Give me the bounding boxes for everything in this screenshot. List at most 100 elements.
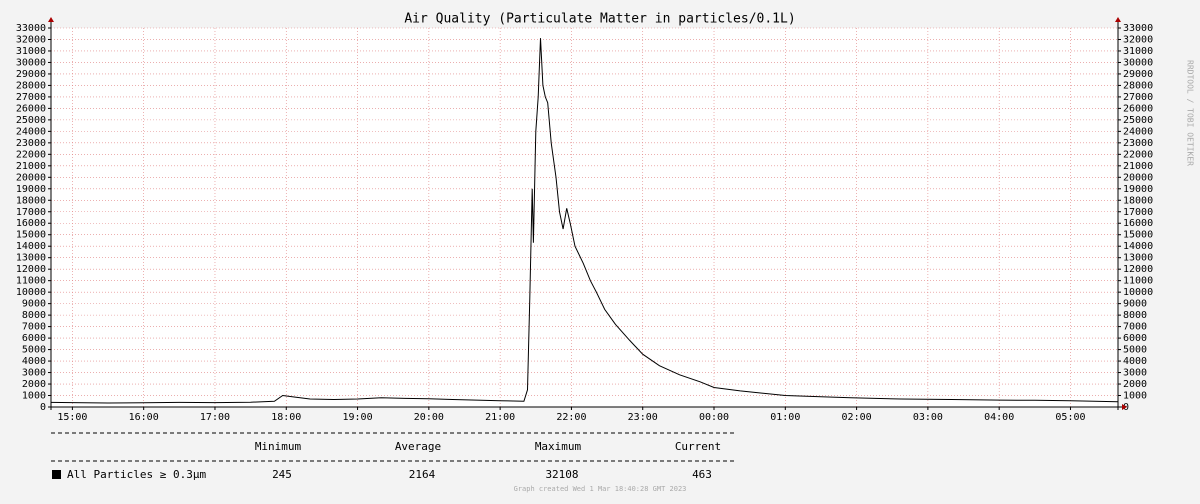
x-tick-label: 22:00 [556, 412, 586, 423]
stats-header: Minimum [255, 440, 302, 453]
y-tick-label: 25000 [16, 115, 46, 126]
x-tick-label: 02:00 [842, 412, 872, 423]
y-tick-label: 3000 [22, 368, 46, 379]
y-tick-label: 11000 [16, 276, 46, 287]
stats-value: 245 [272, 468, 292, 481]
y2-tick-label: 14000 [1123, 241, 1153, 252]
y2-tick-label: 32000 [1123, 34, 1153, 45]
y-tick-label: 26000 [16, 103, 46, 114]
axis-arrow [1115, 17, 1121, 22]
y-tick-label: 12000 [16, 264, 46, 275]
y-tick-label: 6000 [22, 333, 46, 344]
legend-swatch [52, 470, 61, 479]
y2-tick-label: 23000 [1123, 138, 1153, 149]
y2-tick-label: 15000 [1123, 230, 1153, 241]
y-tick-label: 16000 [16, 218, 46, 229]
y-tick-label: 0 [40, 402, 46, 413]
x-tick-label: 00:00 [699, 412, 729, 423]
y2-tick-label: 29000 [1123, 69, 1153, 80]
y2-tick-label: 26000 [1123, 103, 1153, 114]
y2-tick-label: 8000 [1123, 310, 1147, 321]
data-line [50, 38, 1119, 404]
y-tick-label: 15000 [16, 230, 46, 241]
x-tick-label: 23:00 [628, 412, 658, 423]
y-tick-label: 23000 [16, 138, 46, 149]
y2-tick-label: 1000 [1123, 391, 1147, 402]
y-tick-label: 13000 [16, 253, 46, 264]
y2-tick-label: 16000 [1123, 218, 1153, 229]
y-tick-label: 20000 [16, 172, 46, 183]
x-tick-label: 03:00 [913, 412, 943, 423]
y2-tick-label: 24000 [1123, 126, 1153, 137]
x-tick-label: 04:00 [984, 412, 1014, 423]
y-tick-label: 33000 [16, 23, 46, 34]
y2-tick-label: 13000 [1123, 253, 1153, 264]
y2-tick-label: 6000 [1123, 333, 1147, 344]
stats-header: Current [675, 440, 721, 453]
y-tick-label: 5000 [22, 345, 46, 356]
legend-label: All Particles ≥ 0.3µm [67, 468, 206, 481]
axis-arrow [48, 17, 54, 22]
y-tick-label: 14000 [16, 241, 46, 252]
y-tick-label: 8000 [22, 310, 46, 321]
y-tick-label: 17000 [16, 207, 46, 218]
y2-tick-label: 5000 [1123, 345, 1147, 356]
y2-tick-label: 30000 [1123, 57, 1153, 68]
y2-tick-label: 2000 [1123, 379, 1147, 390]
stats-value: 463 [692, 468, 712, 481]
side-label: RRDTOOL / TOBI OETIKER [1186, 60, 1195, 166]
y-tick-label: 28000 [16, 80, 46, 91]
y-tick-label: 31000 [16, 46, 46, 57]
x-tick-label: 20:00 [414, 412, 444, 423]
chart-title: Air Quality (Particulate Matter in parti… [404, 12, 795, 27]
x-tick-label: 01:00 [770, 412, 800, 423]
x-tick-label: 18:00 [271, 412, 301, 423]
y-tick-label: 24000 [16, 126, 46, 137]
x-tick-label: 19:00 [342, 412, 372, 423]
stats-value: 32108 [545, 468, 578, 481]
y-tick-label: 19000 [16, 184, 46, 195]
y2-tick-label: 17000 [1123, 207, 1153, 218]
y-tick-label: 7000 [22, 322, 46, 333]
y2-tick-label: 20000 [1123, 172, 1153, 183]
plot-area [51, 28, 1118, 407]
y-tick-label: 22000 [16, 149, 46, 160]
y-tick-label: 18000 [16, 195, 46, 206]
y-tick-label: 9000 [22, 299, 46, 310]
y2-tick-label: 10000 [1123, 287, 1153, 298]
y-tick-label: 21000 [16, 161, 46, 172]
y2-tick-label: 19000 [1123, 184, 1153, 195]
y2-tick-label: 9000 [1123, 299, 1147, 310]
y2-tick-label: 18000 [1123, 195, 1153, 206]
x-tick-label: 21:00 [485, 412, 515, 423]
axis-arrow [1122, 404, 1127, 410]
footer: Graph created Wed 1 Mar 18:40:28 GMT 202… [514, 485, 687, 493]
y2-tick-label: 22000 [1123, 149, 1153, 160]
stats-header: Average [395, 440, 441, 453]
y-tick-label: 29000 [16, 69, 46, 80]
y2-tick-label: 27000 [1123, 92, 1153, 103]
stats-value: 2164 [409, 468, 436, 481]
y-tick-label: 10000 [16, 287, 46, 298]
y2-tick-label: 11000 [1123, 276, 1153, 287]
y-tick-label: 1000 [22, 391, 46, 402]
x-tick-label: 15:00 [57, 412, 87, 423]
y2-tick-label: 4000 [1123, 356, 1147, 367]
y-tick-label: 30000 [16, 57, 46, 68]
y-tick-label: 32000 [16, 34, 46, 45]
x-tick-label: 05:00 [1055, 412, 1085, 423]
stats-header: Maximum [535, 440, 582, 453]
y2-tick-label: 31000 [1123, 46, 1153, 57]
y2-tick-label: 25000 [1123, 115, 1153, 126]
y2-tick-label: 28000 [1123, 80, 1153, 91]
y-tick-label: 4000 [22, 356, 46, 367]
x-tick-label: 16:00 [129, 412, 159, 423]
y2-tick-label: 3000 [1123, 368, 1147, 379]
y-tick-label: 27000 [16, 92, 46, 103]
y2-tick-label: 33000 [1123, 23, 1153, 34]
y2-tick-label: 7000 [1123, 322, 1147, 333]
y2-tick-label: 21000 [1123, 161, 1153, 172]
y-tick-label: 2000 [22, 379, 46, 390]
